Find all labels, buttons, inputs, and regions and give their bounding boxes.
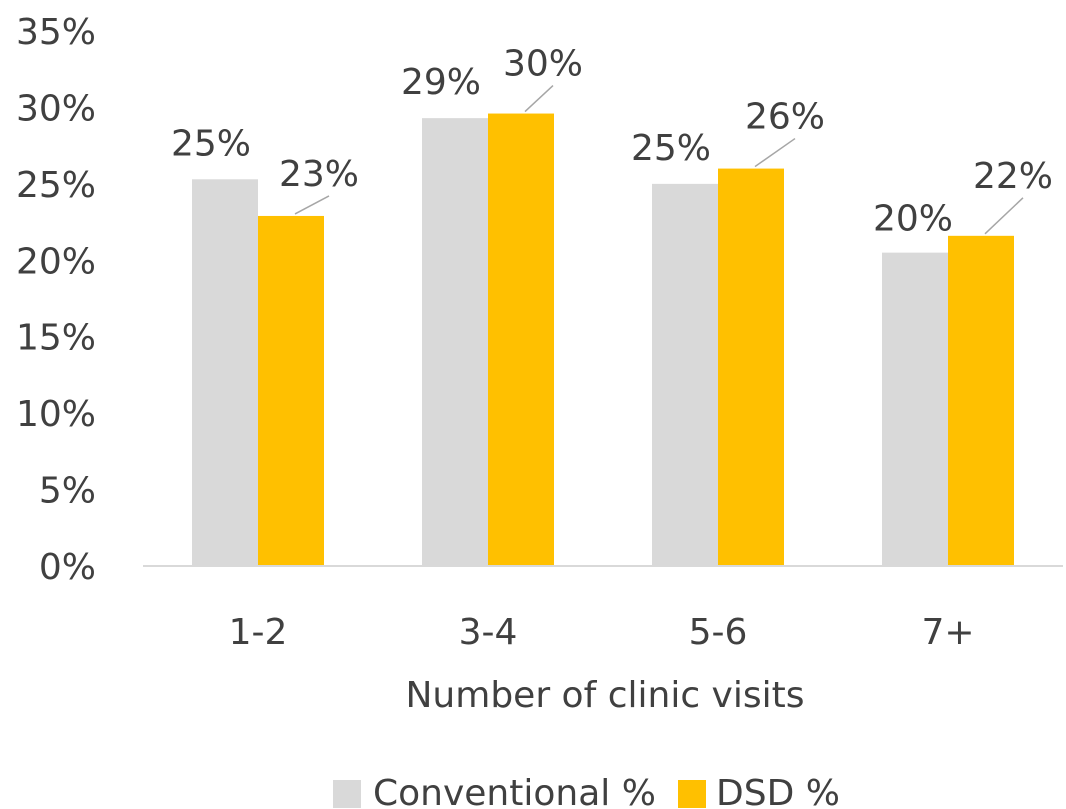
bar-dsd-3-4	[488, 113, 554, 567]
y-axis-ticks: 0% 5% 10% 15% 20% 25% 30% 35%	[16, 12, 96, 588]
y-tick-label: 0%	[39, 547, 96, 588]
data-labels: 25% 23% 29% 30% 25% 26% 20% 22%	[171, 44, 1053, 240]
legend-label: Conventional %	[373, 773, 656, 809]
bar-dsd-5-6	[718, 168, 784, 567]
data-label: 29%	[401, 62, 481, 103]
y-tick-label: 20%	[16, 241, 96, 282]
legend-swatch	[333, 780, 361, 808]
x-axis-ticks: 1-2 3-4 5-6 7+	[229, 612, 975, 653]
data-label: 20%	[873, 199, 953, 240]
x-tick-label: 7+	[921, 612, 974, 653]
data-label: 23%	[279, 154, 359, 195]
bar-conventional-3-4	[422, 118, 488, 566]
legend: Conventional % DSD %	[333, 773, 840, 809]
bar-conventional-1-2	[192, 179, 258, 566]
y-tick-label: 15%	[16, 318, 96, 359]
data-label: 30%	[503, 44, 583, 85]
leader-line	[754, 137, 796, 168]
x-axis-title: Number of clinic visits	[406, 675, 805, 716]
x-tick-label: 3-4	[459, 612, 518, 653]
bar-dsd-7+	[948, 235, 1014, 567]
leader-line	[984, 197, 1024, 235]
y-tick-label: 25%	[16, 165, 96, 206]
data-label: 22%	[973, 156, 1053, 197]
data-label: 25%	[631, 128, 711, 169]
x-tick-label: 1-2	[229, 612, 288, 653]
y-tick-label: 10%	[16, 394, 96, 435]
bar-conventional-7+	[882, 252, 948, 566]
bars	[192, 113, 1014, 567]
legend-label: DSD %	[716, 773, 840, 809]
x-tick-label: 5-6	[689, 612, 748, 653]
data-label: 26%	[745, 97, 825, 138]
data-label: 25%	[171, 123, 251, 164]
y-tick-label: 35%	[16, 12, 96, 53]
leader-line	[294, 195, 330, 215]
leader-line	[524, 84, 554, 113]
bar-conventional-5-6	[652, 183, 718, 566]
data-label-leader-lines	[294, 84, 1024, 235]
y-tick-label: 5%	[39, 471, 96, 512]
legend-swatch	[678, 780, 706, 808]
y-tick-label: 30%	[16, 88, 96, 129]
bar-dsd-1-2	[258, 215, 324, 566]
